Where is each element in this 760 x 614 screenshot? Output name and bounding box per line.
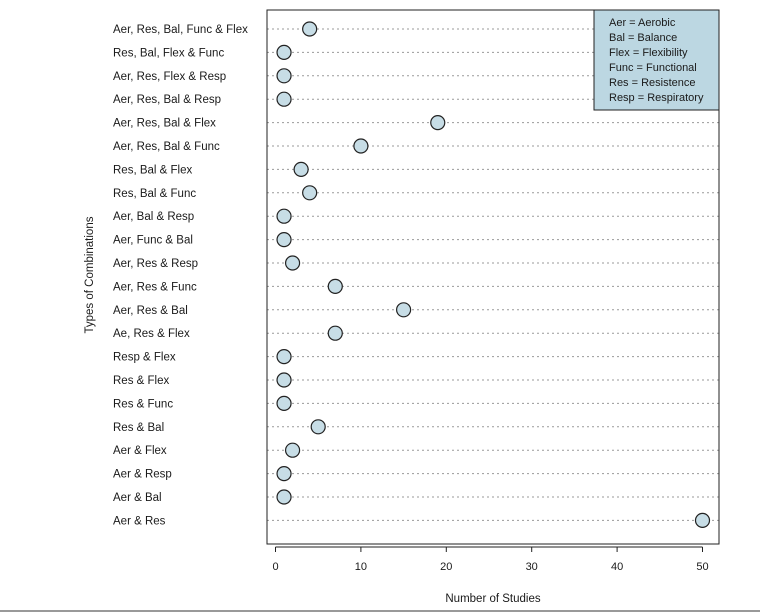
data-point — [327, 278, 343, 294]
legend-entry: Bal = Balance — [609, 32, 677, 44]
category-labels: Aer, Res, Bal, Func & Flex Res, Bal, Flex… — [113, 24, 248, 527]
data-point — [353, 138, 369, 154]
legend: Aer = Aerobic Bal = Balance Flex = Flexi… — [593, 9, 720, 111]
data-point — [302, 185, 318, 201]
data-point — [276, 395, 292, 411]
legend-entry: Flex = Flexibility — [609, 47, 688, 59]
category-label: Aer & Resp — [113, 469, 172, 481]
category-label: Resp & Flex — [113, 352, 176, 364]
y-axis-title: Types of Combinations — [84, 216, 96, 333]
data-point — [276, 208, 292, 224]
data-point — [430, 114, 446, 131]
data-point — [276, 466, 292, 482]
x-tick-label: 20 — [440, 561, 452, 573]
legend-entry: Func = Functional — [609, 62, 697, 74]
data-point — [284, 255, 301, 271]
data-point — [276, 232, 292, 248]
data-point — [276, 68, 292, 84]
x-axis: 0 10 20 30 40 50 — [272, 546, 709, 573]
data-point — [276, 489, 292, 505]
category-label: Aer & Bal — [113, 492, 162, 504]
data-point — [284, 442, 301, 458]
data-point — [276, 44, 292, 61]
data-point — [327, 325, 343, 341]
category-label: Aer & Res — [113, 515, 166, 527]
data-point — [302, 21, 318, 37]
category-label: Aer, Bal & Resp — [113, 211, 194, 223]
category-label: Aer, Res & Resp — [113, 258, 198, 270]
category-label: Aer, Res, Flex & Resp — [113, 71, 226, 83]
category-label: Aer, Res & Func — [113, 281, 197, 293]
category-label: Res, Bal & Func — [113, 188, 196, 200]
category-label: Aer, Res, Bal & Resp — [113, 94, 221, 106]
data-point — [694, 512, 711, 529]
legend-entry: Res = Resistence — [609, 77, 696, 89]
plot-frame — [266, 9, 720, 545]
legend-entry: Aer = Aerobic — [609, 17, 676, 29]
category-label: Ae, Res & Flex — [113, 328, 190, 340]
x-tick-label: 30 — [526, 561, 538, 573]
category-label: Aer, Res & Bal — [113, 305, 188, 317]
data-point — [293, 161, 309, 177]
x-tick-label: 0 — [272, 561, 278, 573]
category-label: Aer, Func & Bal — [113, 235, 193, 247]
x-tick-label: 50 — [696, 561, 708, 573]
category-label: Res, Bal & Flex — [113, 164, 192, 176]
category-label: Res & Func — [113, 398, 173, 410]
data-point — [396, 302, 412, 318]
data-point — [276, 349, 292, 365]
data-point — [276, 91, 292, 107]
x-tick-label: 10 — [355, 561, 367, 573]
category-label: Aer, Res, Bal & Flex — [113, 118, 216, 130]
x-axis-title: Number of Studies — [445, 593, 540, 605]
legend-box — [593, 9, 720, 111]
category-label: Aer, Res, Bal & Func — [113, 141, 220, 153]
category-label: Aer, Res, Bal, Func & Flex — [113, 24, 248, 36]
legend-entry: Resp = Respiratory — [609, 92, 704, 104]
data-point — [276, 372, 292, 388]
category-label: Res & Bal — [113, 422, 164, 434]
data-point — [310, 419, 326, 435]
category-label: Aer & Flex — [113, 445, 167, 457]
x-tick-label: 40 — [611, 561, 623, 573]
data-points — [276, 21, 711, 529]
category-label: Res, Bal, Flex & Func — [113, 47, 224, 59]
category-label: Res & Flex — [113, 375, 169, 387]
